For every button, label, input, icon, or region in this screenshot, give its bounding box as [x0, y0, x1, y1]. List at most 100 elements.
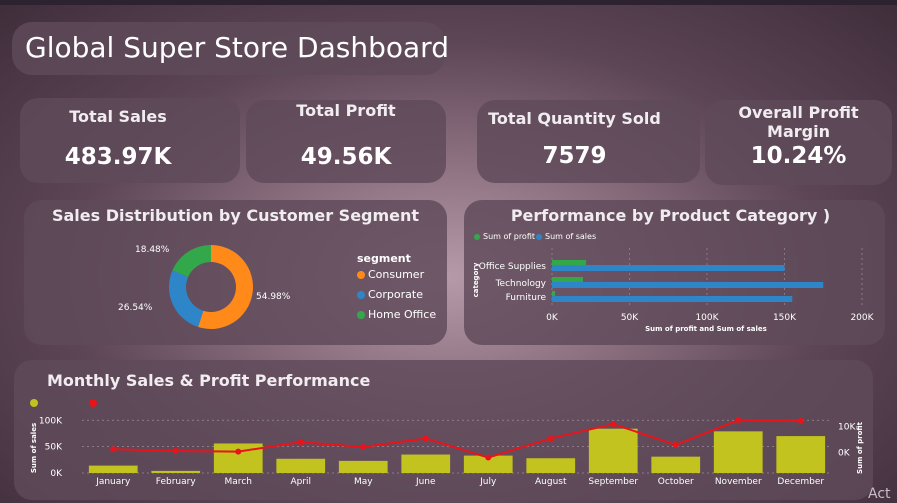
- profit-line: [113, 419, 801, 459]
- bar-sales-month[interactable]: [338, 460, 388, 473]
- bar-sales-month[interactable]: [588, 428, 638, 473]
- legend-label: Sum of sales: [545, 232, 597, 241]
- profit-point[interactable]: [172, 447, 179, 454]
- y-tick-label: 100K: [39, 416, 63, 426]
- y-axis-label: category: [472, 262, 480, 297]
- kpi-value: 10.24%: [750, 143, 847, 169]
- month-label: March: [225, 477, 252, 487]
- bar-sales-month[interactable]: [151, 470, 201, 473]
- legend-item-home-office[interactable]: Home Office: [357, 308, 436, 321]
- profit-point[interactable]: [485, 454, 492, 461]
- profit-point[interactable]: [360, 443, 367, 450]
- donut-group: [169, 245, 253, 329]
- kpi-label: Total Sales: [69, 107, 167, 126]
- y-tick-label: 0K: [50, 469, 63, 479]
- donut-slice-home-office[interactable]: [172, 245, 211, 278]
- kpi-label: Total Profit: [296, 101, 396, 120]
- profit-point[interactable]: [235, 448, 242, 455]
- legend-item-profit[interactable]: Sum of profit: [474, 232, 535, 241]
- bar-sales-month[interactable]: [276, 458, 326, 473]
- legend-label: Consumer: [368, 268, 425, 281]
- donut-slice-consumer[interactable]: [198, 245, 253, 329]
- bar-sales-month[interactable]: [651, 456, 701, 473]
- panel-title: Performance by Product Category ): [510, 206, 831, 225]
- bar-sales[interactable]: [552, 296, 793, 302]
- legend-label: Corporate: [368, 288, 423, 301]
- category-panel: Performance by Product Category ) Sum of…: [464, 200, 885, 345]
- profit-point[interactable]: [547, 435, 554, 442]
- month-label: August: [535, 477, 567, 487]
- bar-sales-month[interactable]: [401, 454, 451, 473]
- kpi-total-profit: Total Profit 49.56K: [246, 100, 446, 183]
- bar-sales-month[interactable]: [713, 431, 763, 473]
- month-label: October: [658, 477, 694, 487]
- watermark-text: Act: [868, 486, 891, 502]
- bar-sales-month[interactable]: [463, 455, 513, 473]
- y2-tick-label: 10K: [838, 423, 856, 433]
- x-tick-label: 100K: [695, 313, 719, 323]
- y2-tick-label: 0K: [838, 448, 851, 458]
- bar-sales-month[interactable]: [88, 465, 138, 473]
- y-tick-label: 50K: [45, 443, 63, 453]
- profit-point[interactable]: [735, 417, 742, 424]
- legend-swatch-sales: [30, 399, 38, 407]
- x-tick-label: 0K: [546, 313, 559, 323]
- category-bar-chart: category Sum of profit and Sum of sales …: [472, 248, 875, 333]
- bar-sales-month[interactable]: [526, 458, 576, 473]
- kpi-value: 7579: [542, 143, 607, 169]
- x-tick-label: 50K: [621, 313, 639, 323]
- month-label: April: [290, 477, 311, 487]
- month-label: February: [156, 477, 197, 487]
- x-axis-label: Sum of profit and Sum of sales: [645, 325, 767, 333]
- kpi-profit-margin: Overall Profit Margin 10.24%: [705, 100, 892, 185]
- bar-sales-month[interactable]: [213, 443, 263, 473]
- profit-point[interactable]: [297, 439, 304, 446]
- profit-point[interactable]: [672, 441, 679, 448]
- x-tick-label: 150K: [773, 313, 797, 323]
- kpi-label: Overall Profit Margin: [738, 103, 859, 141]
- bar-profit[interactable]: [552, 260, 587, 265]
- legend-item-corporate[interactable]: Corporate: [357, 288, 423, 301]
- monthly-panel: Monthly Sales & Profit Performance Sum o…: [14, 360, 873, 500]
- panel-title: Monthly Sales & Profit Performance: [47, 371, 371, 390]
- month-label: May: [354, 477, 373, 487]
- segment-donut-chart: 54.98% 26.54% 18.48%: [118, 245, 291, 329]
- kpi-label: Total Quantity Sold: [488, 109, 661, 128]
- month-label: January: [95, 477, 131, 487]
- profit-point[interactable]: [110, 446, 117, 453]
- legend-swatch-profit: [89, 399, 97, 407]
- right-axis-label: Sum of profit: [856, 421, 864, 474]
- month-label: November: [715, 477, 762, 487]
- bar-sales-month[interactable]: [776, 436, 826, 473]
- slice-label-home-office: 18.48%: [135, 245, 170, 255]
- legend-item-sales[interactable]: Sum of sales: [536, 232, 596, 241]
- kpi-total-sales: Total Sales 483.97K: [20, 98, 240, 183]
- kpi-value: 49.56K: [300, 144, 392, 170]
- category-label: Technology: [495, 279, 547, 289]
- bar-profit[interactable]: [552, 291, 556, 296]
- legend-item-consumer[interactable]: Consumer: [357, 268, 424, 281]
- profit-point[interactable]: [797, 417, 804, 424]
- donut-slice-corporate[interactable]: [169, 270, 204, 327]
- legend-label: Home Office: [368, 308, 437, 321]
- monthly-combo-chart: Sum of sales Sum of profit 0K 50K 100K 0K 10…: [30, 399, 864, 487]
- bar-profit[interactable]: [552, 277, 583, 282]
- panel-title: Sales Distribution by Customer Segment: [51, 206, 420, 225]
- month-label: December: [777, 477, 824, 487]
- bar-sales[interactable]: [552, 265, 785, 271]
- profit-point[interactable]: [422, 435, 429, 442]
- profit-point[interactable]: [610, 421, 617, 428]
- segment-panel: Sales Distribution by Customer Segment 5…: [24, 200, 447, 345]
- x-tick-label: 200K: [850, 313, 874, 323]
- top-strip: [0, 0, 897, 5]
- segment-legend-title: segment: [357, 252, 411, 265]
- bar-sales[interactable]: [552, 282, 824, 288]
- dashboard-title-card: Global Super Store Dashboard: [12, 22, 449, 75]
- legend-swatch: [357, 310, 365, 319]
- legend-swatch: [536, 233, 542, 240]
- month-label: July: [479, 477, 497, 487]
- slice-label-consumer: 54.98%: [256, 292, 291, 302]
- kpi-total-quantity: Total Quantity Sold 7579: [477, 100, 700, 183]
- month-label: September: [588, 477, 638, 487]
- month-label: June: [415, 477, 436, 487]
